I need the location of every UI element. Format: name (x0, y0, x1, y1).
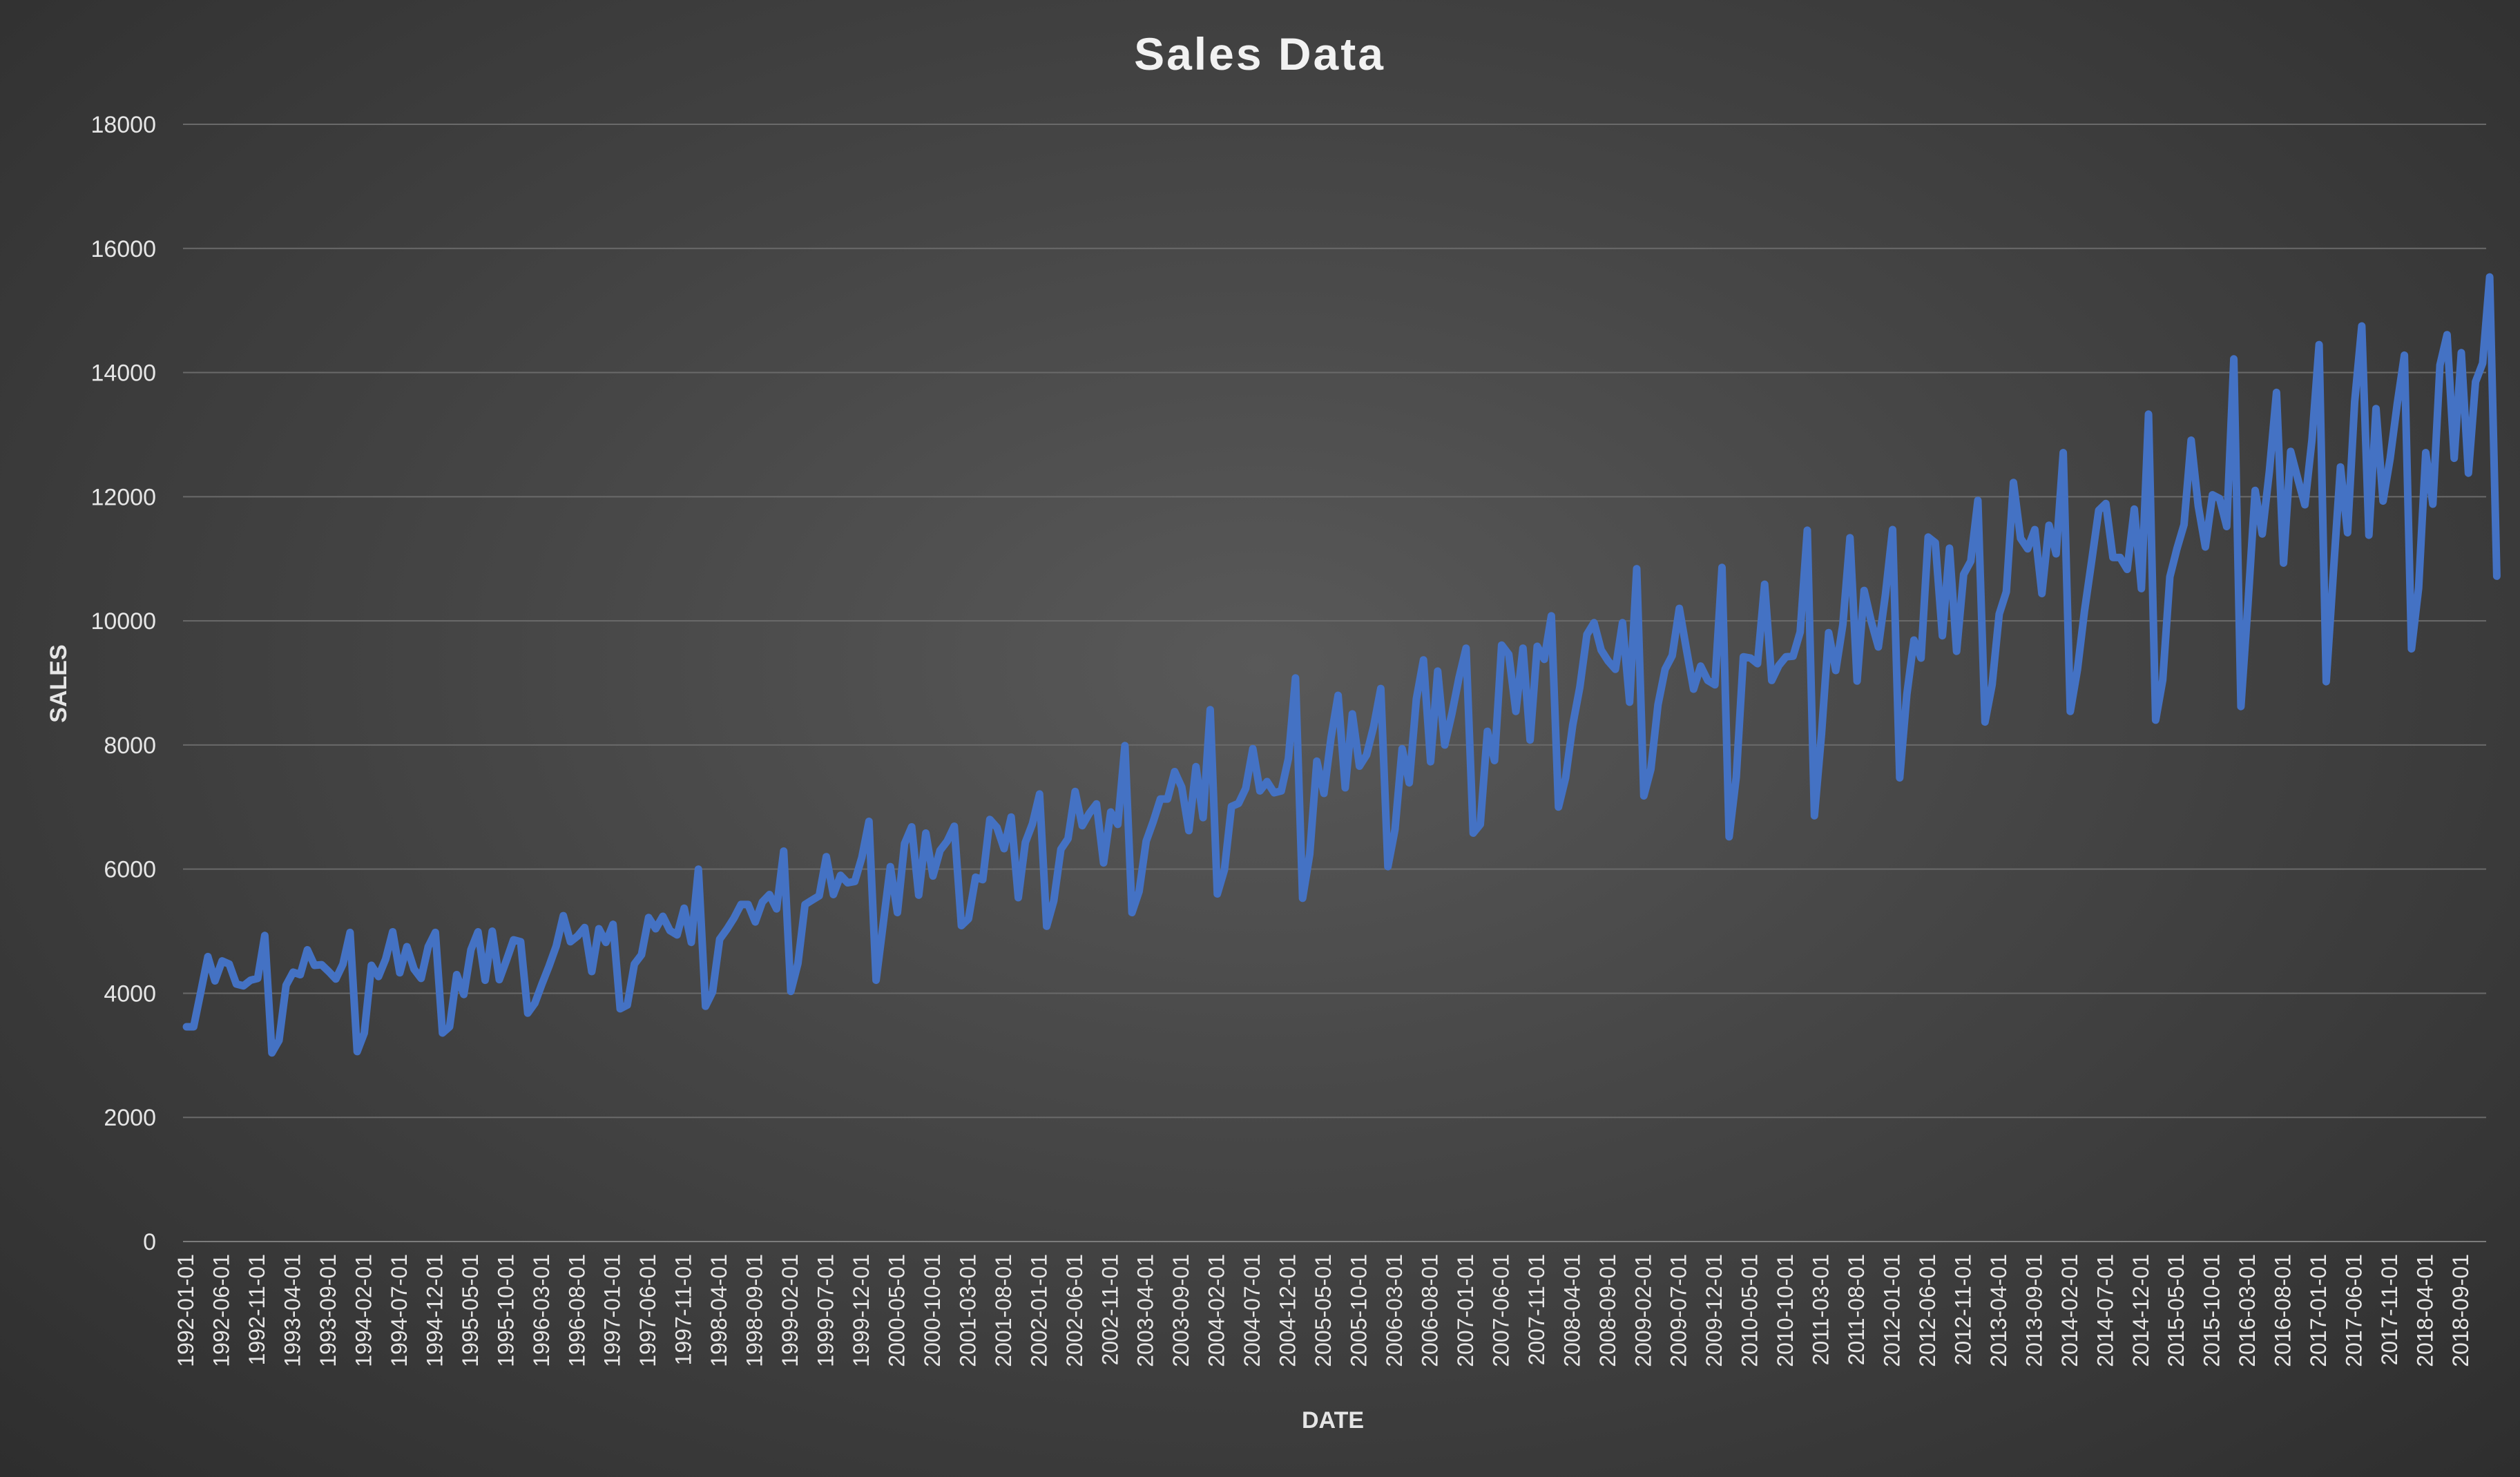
x-tick-label: 1994-07-01 (387, 1254, 412, 1367)
x-tick-label: 2007-01-01 (1453, 1254, 1478, 1367)
x-tick-label: 2006-08-01 (1417, 1254, 1442, 1367)
x-tick-label: 1995-05-01 (458, 1254, 483, 1367)
x-axis-tick-labels: 1992-01-01 1992-06-01 1992-11-01 1993-04-01… (173, 1254, 2473, 1367)
x-tick-label: 2013-09-01 (2021, 1254, 2046, 1367)
x-tick-label: 1994-02-01 (351, 1254, 376, 1367)
x-tick-label: 2004-07-01 (1240, 1254, 1264, 1367)
y-tick-label: 2000 (104, 1105, 156, 1131)
x-axis-title: DATE (1302, 1407, 1364, 1433)
x-tick-label: 2000-10-01 (920, 1254, 945, 1367)
x-tick-label: 2018-09-01 (2448, 1254, 2473, 1367)
x-tick-label: 1999-02-01 (778, 1254, 802, 1367)
x-tick-label: 1992-01-01 (173, 1254, 198, 1367)
y-tick-label: 16000 (90, 236, 156, 262)
y-axis-tick-labels: 0 2000 4000 6000 8000 10000 12000 14000 16000 180… (90, 112, 156, 1255)
x-tick-label: 2011-08-01 (1844, 1254, 1869, 1365)
x-tick-label: 1992-06-01 (209, 1254, 234, 1367)
x-tick-label: 2002-01-01 (1026, 1254, 1051, 1367)
y-tick-label: 12000 (90, 484, 156, 510)
y-tick-label: 8000 (104, 733, 156, 759)
x-tick-label: 1993-04-01 (280, 1254, 305, 1367)
x-tick-label: 1997-06-01 (635, 1254, 660, 1367)
x-tick-label: 2007-11-01 (1524, 1254, 1549, 1365)
x-tick-label: 1998-04-01 (706, 1254, 731, 1367)
x-tick-label: 2008-04-01 (1559, 1254, 1584, 1367)
x-tick-label: 1992-11-01 (244, 1254, 269, 1365)
x-tick-label: 2017-01-01 (2306, 1254, 2331, 1367)
x-tick-label: 2002-06-01 (1062, 1254, 1087, 1367)
x-tick-label: 2010-05-01 (1738, 1254, 1762, 1367)
x-tick-label: 2003-09-01 (1168, 1254, 1193, 1367)
x-tick-label: 2012-06-01 (1915, 1254, 1940, 1367)
x-tick-label: 2009-07-01 (1666, 1254, 1691, 1367)
x-tick-label: 2012-11-01 (1950, 1254, 1975, 1365)
x-tick-label: 2000-05-01 (884, 1254, 909, 1367)
x-tick-label: 2003-04-01 (1133, 1254, 1158, 1367)
x-tick-label: 2014-02-01 (2057, 1254, 2082, 1367)
x-tick-label: 2018-04-01 (2413, 1254, 2438, 1367)
x-tick-label: 1997-01-01 (600, 1254, 625, 1367)
x-tick-label: 1993-09-01 (316, 1254, 340, 1367)
x-tick-label: 2015-10-01 (2200, 1254, 2224, 1367)
x-tick-label: 2017-06-01 (2342, 1254, 2367, 1367)
x-tick-label: 2002-11-01 (1097, 1254, 1122, 1365)
x-tick-label: 1995-10-01 (493, 1254, 518, 1367)
x-tick-label: 2011-03-01 (1809, 1254, 1834, 1365)
x-tick-label: 2001-08-01 (991, 1254, 1016, 1367)
chart-title: Sales Data (1134, 28, 1385, 79)
y-tick-label: 10000 (90, 608, 156, 635)
x-tick-label: 2016-03-01 (2235, 1254, 2260, 1367)
x-tick-label: 2007-06-01 (1488, 1254, 1513, 1367)
y-tick-label: 18000 (90, 112, 156, 138)
x-tick-label: 2005-05-01 (1311, 1254, 1336, 1367)
x-tick-label: 2010-10-01 (1773, 1254, 1798, 1367)
x-tick-label: 1997-11-01 (671, 1254, 696, 1365)
x-tick-label: 1996-03-01 (529, 1254, 554, 1367)
x-tick-label: 2012-01-01 (1880, 1254, 1905, 1367)
y-tick-label: 14000 (90, 360, 156, 387)
x-tick-label: 2008-09-01 (1595, 1254, 1620, 1367)
x-tick-label: 1998-09-01 (742, 1254, 767, 1367)
gridlines (183, 124, 2486, 1119)
y-tick-label: 4000 (104, 981, 156, 1007)
x-tick-label: 2016-08-01 (2271, 1254, 2296, 1367)
x-tick-label: 2017-11-01 (2377, 1254, 2402, 1365)
x-tick-label: 1996-08-01 (564, 1254, 589, 1367)
x-tick-label: 2001-03-01 (955, 1254, 980, 1367)
sales-series-line (182, 273, 2501, 1057)
x-tick-label: 2014-07-01 (2093, 1254, 2117, 1367)
x-tick-label: 2005-10-01 (1347, 1254, 1372, 1367)
x-tick-label: 2009-12-01 (1702, 1254, 1727, 1367)
y-axis-title: SALES (46, 644, 72, 722)
x-tick-label: 2014-12-01 (2128, 1254, 2153, 1367)
x-tick-label: 2006-03-01 (1382, 1254, 1407, 1367)
x-tick-label: 2009-02-01 (1631, 1254, 1655, 1367)
x-tick-label: 1999-12-01 (849, 1254, 874, 1367)
y-tick-label: 6000 (104, 857, 156, 883)
x-tick-label: 2004-02-01 (1204, 1254, 1229, 1367)
x-tick-label: 1999-07-01 (814, 1254, 838, 1367)
plot-area (182, 273, 2501, 1057)
x-tick-label: 2015-05-01 (2164, 1254, 2189, 1367)
x-tick-label: 2013-04-01 (1986, 1254, 2011, 1367)
x-tick-label: 2004-12-01 (1276, 1254, 1300, 1367)
x-tick-label: 1994-12-01 (422, 1254, 447, 1367)
y-tick-label: 0 (143, 1229, 156, 1255)
